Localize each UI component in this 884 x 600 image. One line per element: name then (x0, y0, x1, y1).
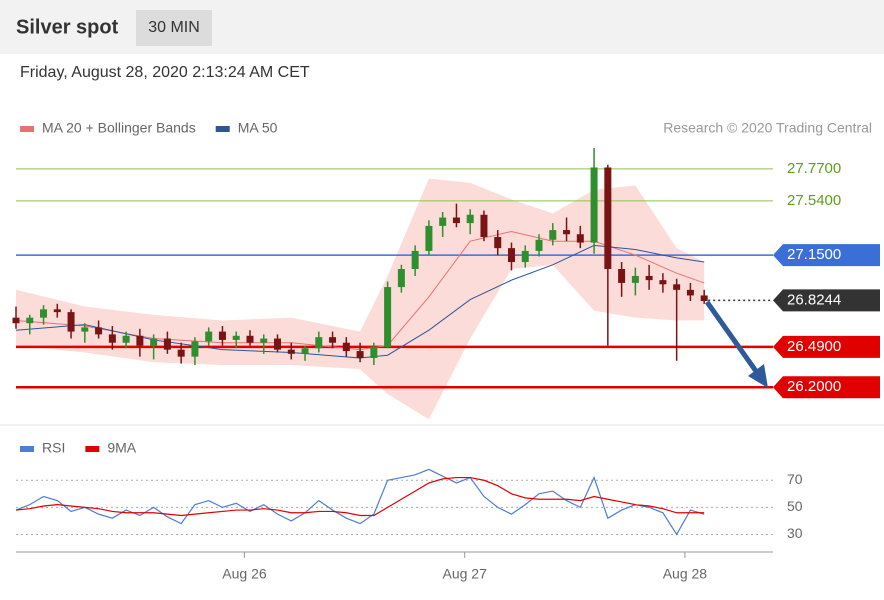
x-tick-label: Aug 26 (222, 566, 267, 582)
candle-body (67, 312, 75, 332)
interval-button[interactable] (136, 10, 212, 46)
candle-body (590, 167, 598, 243)
ma-line (15, 244, 705, 359)
candle-body (356, 351, 364, 359)
candle-body (274, 338, 282, 350)
candle-body (122, 335, 130, 343)
candle-body (659, 280, 667, 285)
candle-body (535, 239, 543, 251)
candle-body (246, 335, 254, 343)
rsi-line (15, 468, 705, 536)
header-bar (0, 0, 884, 54)
level-label: 26.4900 (787, 338, 841, 355)
candle-body (40, 309, 48, 318)
level-tag (773, 376, 880, 399)
candle-body (26, 317, 34, 324)
candle-body (507, 248, 515, 263)
candle-body (95, 327, 103, 335)
level-tag (773, 335, 880, 358)
candle-body (191, 341, 199, 357)
candle-body (700, 295, 708, 301)
legend-swatch (20, 126, 34, 132)
candle-body (108, 334, 116, 343)
candle-body (329, 337, 337, 343)
candle-body (521, 250, 529, 263)
candle-body (549, 230, 557, 240)
candle-body (315, 337, 323, 349)
candle-body (232, 335, 240, 340)
candle-body (439, 217, 447, 226)
y-tick-label: 70 (787, 471, 803, 487)
candle-body (631, 275, 639, 283)
timestamp: Friday, August 28, 2020 2:13:24 AM CET (20, 64, 310, 81)
candle-body (618, 269, 626, 283)
forecast-arrow (704, 300, 761, 376)
candle-body (163, 338, 171, 350)
price-panel: MA 20 + Bollinger Bands MA 50 Research © 2… (12, 120, 880, 420)
candle-body (686, 289, 694, 296)
candle-body (673, 284, 681, 290)
legend-label: RSI (42, 440, 65, 456)
candle-body (452, 217, 460, 224)
candle-body (645, 275, 653, 281)
x-tick-label: Aug 28 (663, 566, 708, 582)
level-label: 27.5400 (787, 192, 841, 209)
level-tag (773, 244, 880, 267)
candle-body (466, 214, 474, 224)
title: Silver spot (16, 16, 119, 38)
candle-body (425, 225, 433, 251)
level-label: 27.1500 (787, 246, 841, 263)
legend-label: MA 50 (238, 120, 278, 136)
level-label: 26.8244 (787, 291, 841, 308)
candle-body (480, 214, 488, 238)
candle-body (604, 167, 612, 270)
candle-body (370, 346, 378, 359)
legend-swatch (215, 126, 230, 132)
candle-body (287, 349, 295, 354)
credit: Research © 2020 Trading Central (663, 120, 872, 136)
legend-swatch (85, 446, 100, 452)
candle-body (218, 331, 226, 340)
y-tick-label: 30 (787, 525, 803, 541)
candle-body (12, 317, 20, 324)
candle-body (301, 348, 309, 354)
candle-body (411, 250, 419, 270)
level-label: 27.7700 (787, 160, 841, 177)
rsi-panel: RSI 9MA 30 50 70 Aug 26 Aug 27 Aug 28 (15, 440, 803, 582)
level-tag (773, 289, 880, 312)
candle-body (576, 234, 584, 243)
candle-body (384, 287, 392, 347)
bollinger-band (16, 178, 705, 420)
level-label: 26.2000 (787, 378, 841, 395)
candle-body (494, 237, 502, 249)
legend-label: 9MA (107, 440, 136, 456)
candle-body (136, 335, 144, 346)
rsi-line (15, 476, 705, 517)
candle-body (397, 269, 405, 288)
candle-body (260, 338, 268, 343)
candle-body (177, 349, 185, 357)
candle-body (563, 230, 571, 235)
candle-body (342, 342, 350, 352)
forecast-arrowhead (748, 364, 768, 388)
candle-body (53, 309, 61, 313)
candle-body (81, 327, 89, 332)
y-tick-label: 50 (787, 498, 803, 514)
candle-body (150, 338, 158, 346)
x-tick-label: Aug 27 (443, 566, 488, 582)
interval-label[interactable]: 30 MIN (148, 19, 200, 36)
legend-swatch (20, 446, 34, 452)
legend-label: MA 20 + Bollinger Bands (42, 120, 196, 136)
candle-body (205, 331, 213, 342)
ma-line (15, 230, 705, 351)
